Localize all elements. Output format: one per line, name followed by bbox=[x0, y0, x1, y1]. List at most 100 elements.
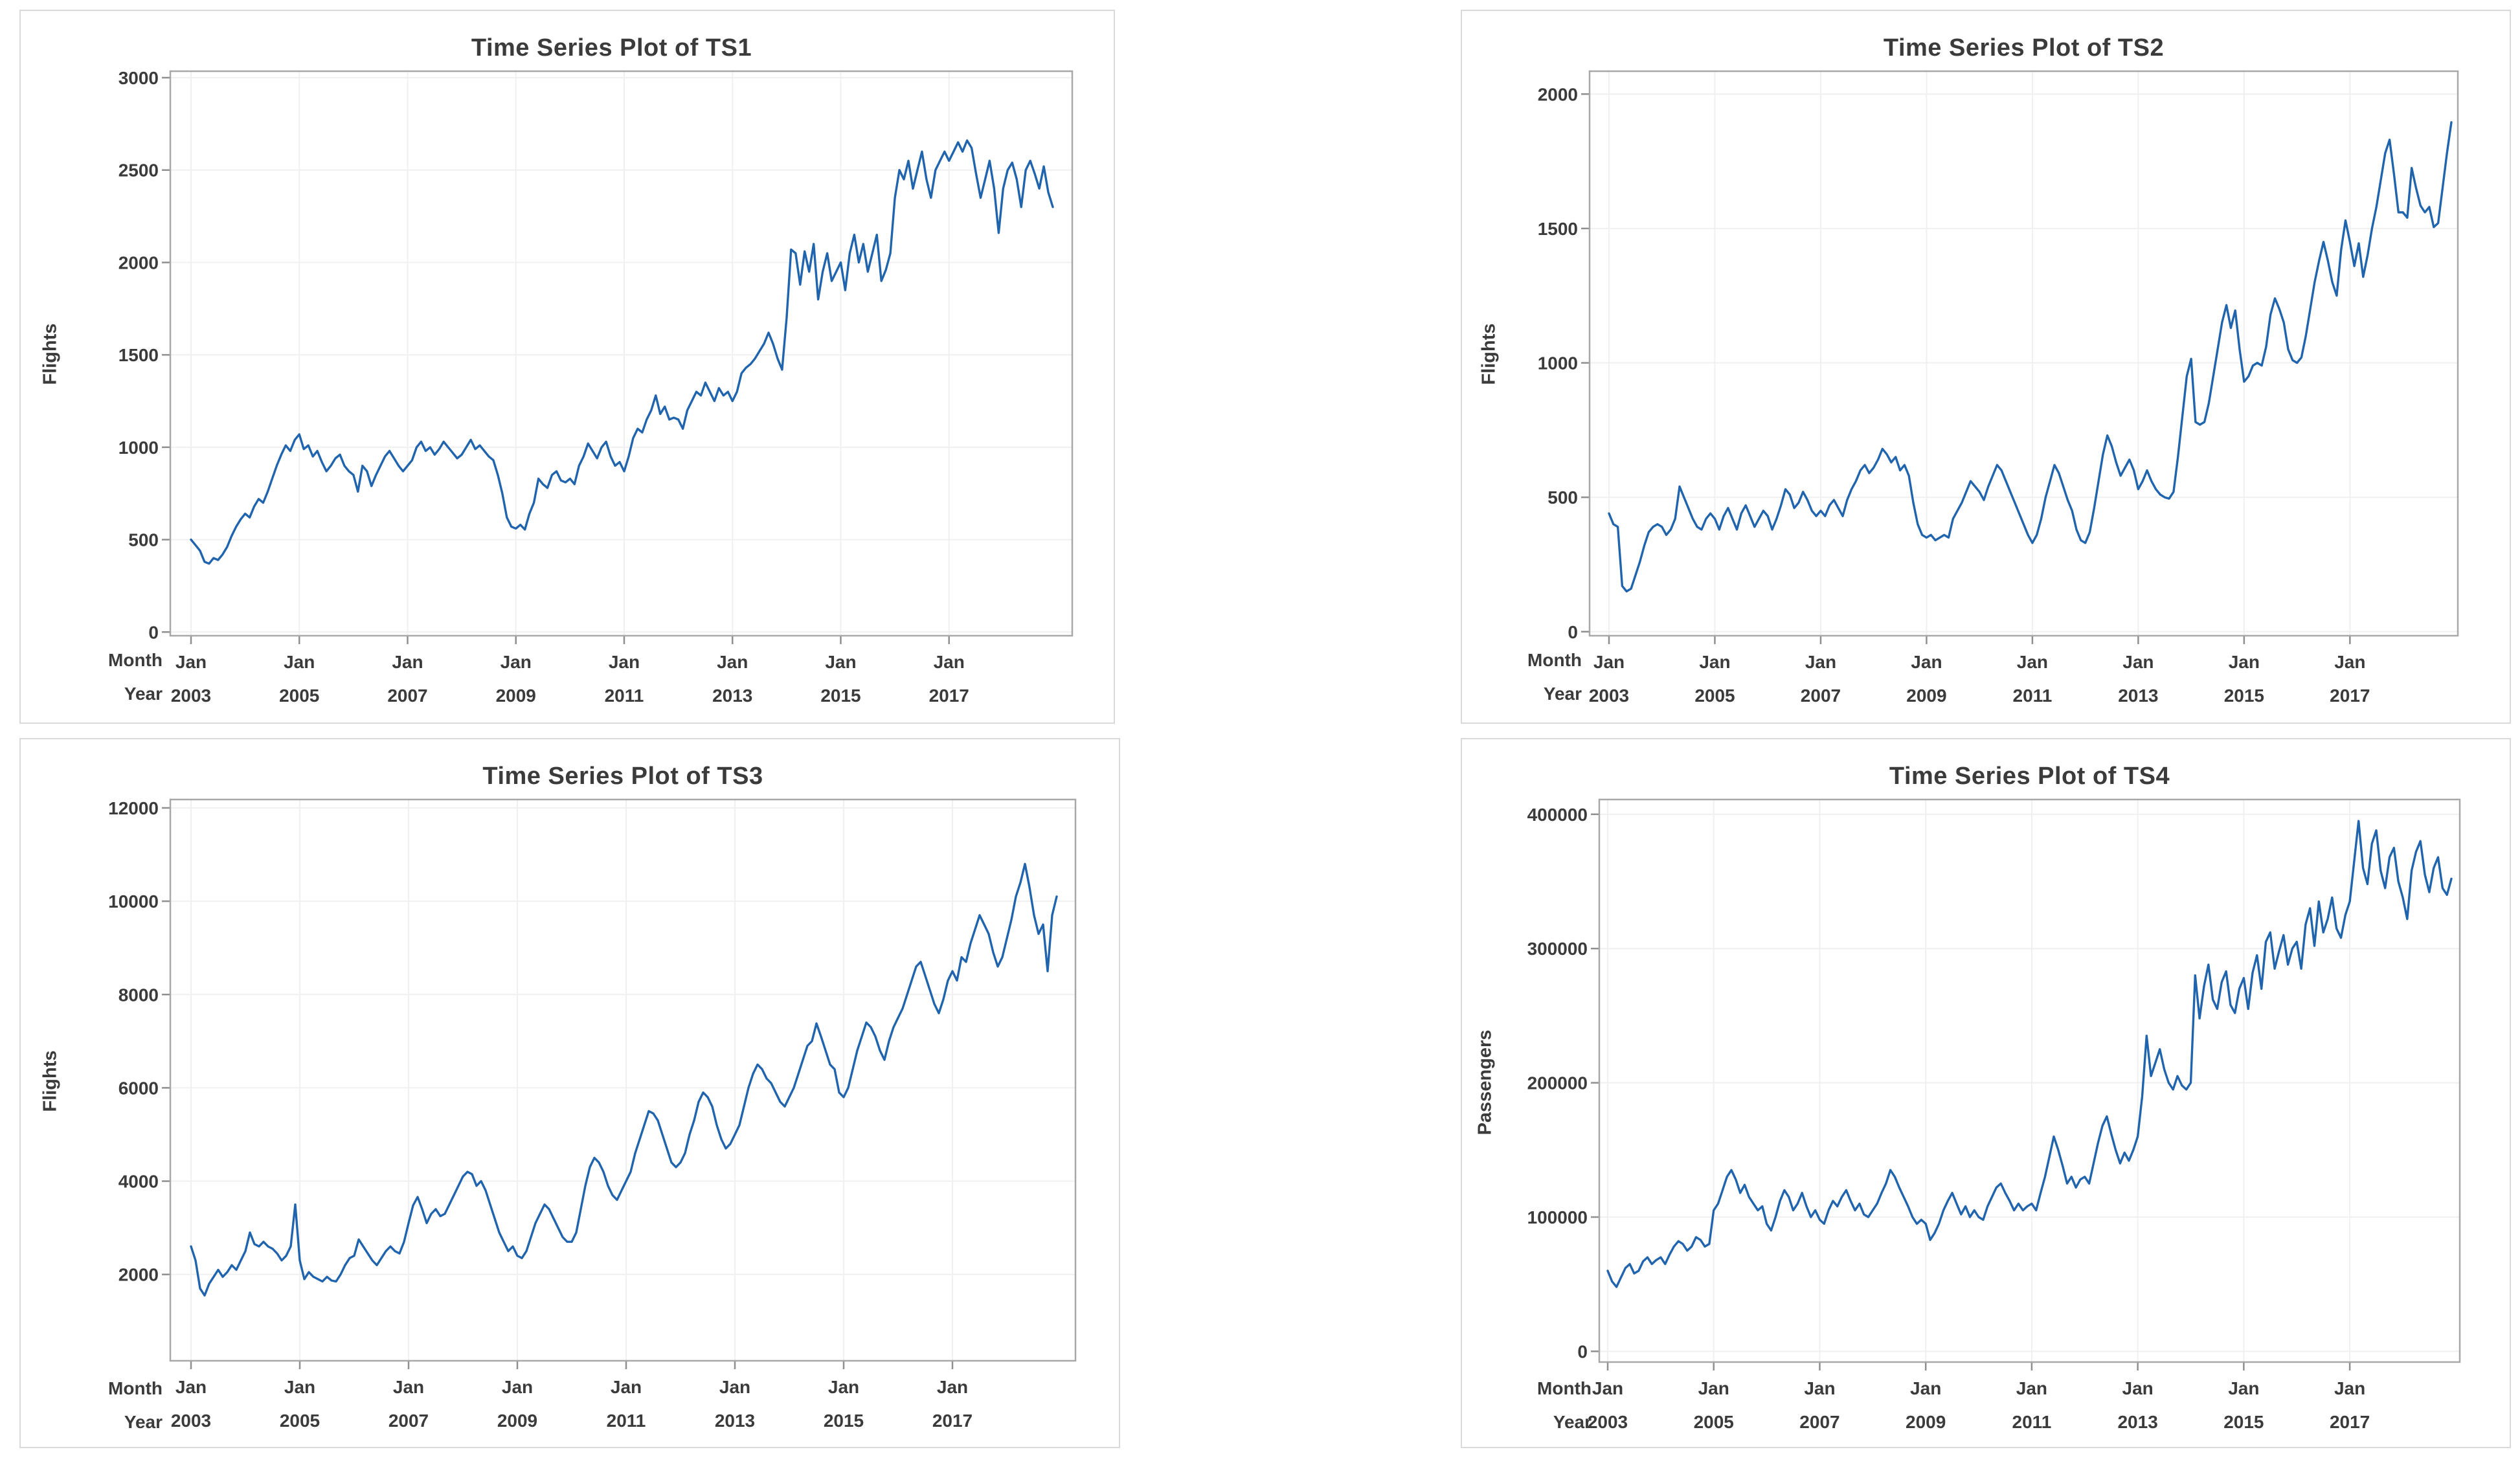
x-axis-year-header-ts1: Year bbox=[124, 684, 163, 704]
y-tick-label: 400000 bbox=[1527, 805, 1588, 825]
x-tick-month-label: Jan bbox=[2016, 1378, 2047, 1398]
y-tick-label: 1500 bbox=[118, 345, 159, 365]
y-tick-label: 1000 bbox=[118, 438, 159, 458]
x-tick-year-label: 2003 bbox=[171, 686, 211, 706]
x-tick-month-label: Jan bbox=[1911, 652, 1942, 672]
x-axis-month-header-ts3: Month bbox=[108, 1378, 163, 1398]
y-tick-label: 100000 bbox=[1527, 1207, 1588, 1227]
x-tick-year-label: 2015 bbox=[2224, 686, 2264, 706]
y-tick-label: 2000 bbox=[1538, 84, 1578, 104]
x-tick-year-label: 2013 bbox=[715, 1411, 755, 1431]
y-tick-label: 500 bbox=[1547, 487, 1578, 508]
x-tick-year-label: 2009 bbox=[1906, 686, 1946, 706]
x-tick-month-label: Jan bbox=[1592, 1378, 1623, 1398]
plot-area-ts3: Jan 2003 Jan 2005 Jan 2007 Jan 2009 Jan 2011 Jan 20… bbox=[108, 798, 1077, 1431]
x-tick-month-label: Jan bbox=[2122, 1378, 2154, 1398]
x-tick-month-label: Jan bbox=[1910, 1378, 1941, 1398]
y-tick-label: 2000 bbox=[118, 252, 159, 273]
x-axis-month-header-ts4: Month bbox=[1537, 1378, 1592, 1398]
x-tick-month-label: Jan bbox=[175, 652, 207, 672]
y-tick-label: 300000 bbox=[1527, 939, 1588, 959]
x-tick-month-label: Jan bbox=[2122, 652, 2154, 672]
series-line-ts1 bbox=[190, 139, 1054, 565]
y-tick-label: 200000 bbox=[1527, 1073, 1588, 1093]
x-tick-year-label: 2003 bbox=[1588, 1412, 1628, 1432]
y-tick-label: 2000 bbox=[118, 1265, 159, 1285]
x-tick-month-label: Jan bbox=[719, 1377, 750, 1397]
y-tick-label: 3000 bbox=[118, 68, 159, 88]
x-tick-year-label: 2017 bbox=[932, 1411, 973, 1431]
x-tick-month-label: Jan bbox=[2017, 652, 2048, 672]
y-tick-label: 8000 bbox=[118, 985, 159, 1005]
y-tick-label: 0 bbox=[148, 622, 159, 642]
plot-area-ts1: Jan 2003 Jan 2005 Jan 2007 Jan 2009 Jan 2011 Jan 20… bbox=[118, 68, 1074, 706]
x-tick-year-label: 2005 bbox=[280, 1411, 320, 1431]
x-tick-month-label: Jan bbox=[934, 652, 965, 672]
x-tick-month-label: Jan bbox=[717, 652, 748, 672]
x-tick-year-label: 2003 bbox=[1589, 686, 1629, 706]
x-tick-year-label: 2015 bbox=[820, 686, 861, 706]
chart-panel-ts3: Time Series Plot of TS3 Flights Month Ye… bbox=[19, 738, 1120, 1448]
x-tick-month-label: Jan bbox=[284, 652, 315, 672]
x-tick-month-label: Jan bbox=[825, 652, 856, 672]
x-tick-year-label: 2017 bbox=[2330, 1412, 2370, 1432]
x-tick-year-label: 2013 bbox=[2118, 686, 2158, 706]
x-tick-year-label: 2011 bbox=[605, 686, 644, 706]
x-tick-month-label: Jan bbox=[1699, 652, 1730, 672]
y-tick-label: 1000 bbox=[1538, 353, 1578, 374]
y-tick-label: 4000 bbox=[118, 1172, 159, 1192]
y-tick-label: 0 bbox=[1577, 1341, 1588, 1361]
x-tick-month-label: Jan bbox=[2229, 652, 2260, 672]
chart-title-ts3: Time Series Plot of TS3 bbox=[482, 763, 763, 790]
x-tick-year-label: 2013 bbox=[2117, 1412, 2157, 1432]
x-tick-month-label: Jan bbox=[609, 652, 640, 672]
x-tick-year-label: 2015 bbox=[824, 1411, 864, 1431]
y-tick-label: 12000 bbox=[108, 798, 159, 818]
x-tick-month-label: Jan bbox=[2334, 1378, 2365, 1398]
x-tick-year-label: 2005 bbox=[1694, 686, 1735, 706]
x-tick-month-label: Jan bbox=[611, 1377, 642, 1397]
x-tick-month-label: Jan bbox=[1805, 652, 1836, 672]
plot-area-ts2: Jan 2003 Jan 2005 Jan 2007 Jan 2009 Jan 2011 Jan 20… bbox=[1538, 70, 2459, 706]
x-axis-year-header-ts3: Year bbox=[124, 1412, 163, 1432]
chart-panel-ts4: Time Series Plot of TS4 Passengers Month… bbox=[1461, 738, 2511, 1448]
x-tick-month-label: Jan bbox=[175, 1377, 207, 1397]
x-tick-month-label: Jan bbox=[392, 652, 423, 672]
x-tick-month-label: Jan bbox=[284, 1377, 315, 1397]
x-axis-year-header-ts2: Year bbox=[1543, 684, 1582, 704]
plot-frame bbox=[1598, 798, 2461, 1363]
y-tick-label: 0 bbox=[1568, 622, 1578, 642]
chart-title-ts4: Time Series Plot of TS4 bbox=[1889, 763, 2170, 790]
y-tick-label: 2500 bbox=[118, 161, 159, 181]
x-tick-year-label: 2007 bbox=[388, 1411, 429, 1431]
series-line-ts3 bbox=[190, 862, 1058, 1297]
series-line-ts4 bbox=[1606, 820, 2453, 1288]
x-tick-month-label: Jan bbox=[937, 1377, 968, 1397]
plot-frame bbox=[169, 70, 1074, 637]
x-tick-year-label: 2005 bbox=[279, 686, 319, 706]
x-tick-year-label: 2005 bbox=[1694, 1412, 1734, 1432]
x-tick-month-label: Jan bbox=[501, 652, 532, 672]
x-tick-year-label: 2011 bbox=[2013, 686, 2053, 706]
chart-panel-ts1: Time Series Plot of TS1 Flights Month Ye… bbox=[19, 10, 1115, 724]
y-tick-label: 10000 bbox=[108, 891, 159, 911]
x-tick-year-label: 2011 bbox=[2012, 1412, 2052, 1432]
plot-frame bbox=[169, 798, 1077, 1362]
x-tick-year-label: 2015 bbox=[2223, 1412, 2264, 1432]
chart-title-ts2: Time Series Plot of TS2 bbox=[1883, 34, 2165, 62]
x-tick-year-label: 2009 bbox=[1906, 1412, 1946, 1432]
x-tick-year-label: 2011 bbox=[607, 1411, 646, 1431]
plot-area-ts4: Jan 2003 Jan 2005 Jan 2007 Jan 2009 Jan 2011 Jan 20… bbox=[1527, 798, 2461, 1432]
x-tick-year-label: 2017 bbox=[2330, 686, 2370, 706]
x-tick-year-label: 2009 bbox=[497, 1411, 537, 1431]
x-axis-month-header-ts1: Month bbox=[108, 650, 163, 670]
x-tick-month-label: Jan bbox=[2334, 652, 2365, 672]
x-tick-year-label: 2017 bbox=[929, 686, 969, 706]
y-tick-label: 6000 bbox=[118, 1078, 159, 1098]
x-tick-month-label: Jan bbox=[393, 1377, 424, 1397]
series-line-ts2 bbox=[1608, 121, 2453, 593]
x-tick-month-label: Jan bbox=[502, 1377, 533, 1397]
x-axis-month-header-ts2: Month bbox=[1527, 650, 1582, 670]
chart-panel-ts2: Time Series Plot of TS2 Flights Month Ye… bbox=[1461, 10, 2511, 724]
x-tick-year-label: 2007 bbox=[1801, 686, 1841, 706]
